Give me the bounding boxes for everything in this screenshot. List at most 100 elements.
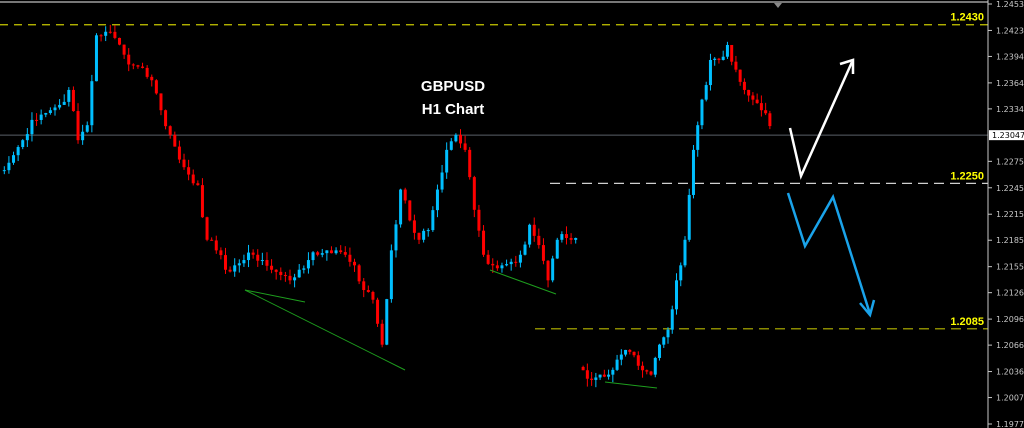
candle-bullish: [700, 99, 704, 126]
candle-bullish: [58, 104, 62, 108]
candle-bullish: [691, 149, 695, 195]
candle-bearish: [127, 54, 131, 65]
candle-bullish: [679, 265, 683, 281]
candle-bullish: [449, 141, 453, 150]
candle-bullish: [713, 58, 717, 60]
candle-bearish: [353, 261, 357, 266]
axis-tick-label: 1.22150: [996, 210, 1024, 219]
chart-subtitle: H1 Chart: [422, 101, 485, 118]
candle-bullish: [551, 258, 555, 281]
candle-bullish: [12, 155, 16, 163]
candle-bearish: [348, 254, 352, 262]
candle-bearish: [755, 99, 759, 104]
candle-bullish: [624, 349, 628, 355]
candle-bullish: [431, 210, 435, 231]
candle-bearish: [76, 111, 80, 141]
candle-bullish: [670, 309, 674, 330]
candle-bearish: [329, 250, 333, 254]
candle-bearish: [380, 323, 384, 345]
candle-bullish: [237, 263, 241, 266]
candle-bullish: [48, 110, 52, 114]
candle-bullish: [435, 189, 439, 211]
axis-tick-label: 1.24235: [996, 26, 1024, 35]
candle-bearish: [182, 159, 186, 168]
candle-bearish: [177, 146, 181, 160]
candle-bullish: [297, 269, 301, 278]
candle-bearish: [274, 269, 278, 272]
candle-bullish: [325, 250, 329, 254]
candle-bearish: [482, 230, 486, 255]
candle-bullish: [666, 329, 670, 338]
candle-bearish: [173, 134, 177, 147]
current-price-label: 1.23047: [992, 131, 1024, 140]
candle-bullish: [598, 374, 602, 378]
candle-bearish: [514, 261, 518, 263]
candle-bearish: [564, 234, 568, 239]
price-axis[interactable]: 1.24535 1.24235 1.23940 1.23640 1.23345 1.227…: [987, 0, 1024, 428]
candle-bearish: [632, 351, 636, 356]
arrow-head-icon: [839, 58, 855, 74]
candle-bearish: [214, 240, 218, 251]
chart-shift-marker[interactable]: [774, 3, 782, 8]
candle-bullish: [7, 162, 11, 171]
candle-bearish: [118, 37, 122, 45]
candle-bearish: [376, 299, 380, 324]
candle-bearish: [343, 252, 347, 255]
candle-bullish: [302, 268, 306, 270]
candle-bearish: [569, 238, 573, 240]
candle-bearish: [491, 263, 495, 266]
candle-bearish: [288, 275, 292, 281]
candle-bearish: [136, 65, 140, 67]
candle-bullish: [594, 377, 598, 380]
candle-bearish: [532, 224, 536, 236]
candle-bearish: [463, 143, 467, 150]
candle-bearish: [265, 260, 269, 266]
candle-bearish: [590, 378, 594, 380]
candle-bearish: [256, 254, 260, 261]
candle-bullish: [653, 357, 657, 375]
candle-bearish: [495, 265, 499, 269]
candle-bearish: [641, 365, 645, 371]
candle-bullish: [505, 264, 509, 266]
candle-bearish: [742, 81, 746, 90]
candle-bearish: [768, 113, 772, 127]
candle-bullish: [560, 234, 564, 240]
axis-tick-label: 1.22450: [996, 184, 1024, 193]
candle-bullish: [500, 265, 504, 269]
candle-bearish: [210, 239, 214, 241]
candle-bearish: [168, 126, 172, 135]
price-level-label: 1.2430: [950, 12, 984, 24]
candle-bullish: [704, 85, 708, 100]
candle-bearish: [730, 44, 734, 62]
candle-bearish: [357, 265, 361, 282]
candle-bearish: [468, 149, 472, 178]
axis-tick-label: 1.22750: [996, 157, 1024, 166]
candle-bearish: [486, 254, 490, 264]
chart-title: GBPUSD: [421, 78, 485, 95]
candle-bearish: [541, 245, 545, 261]
candle-bearish: [747, 89, 751, 96]
candle-bullish: [320, 253, 324, 255]
candle-bullish: [454, 134, 458, 142]
projection-up-arrow: [788, 61, 854, 180]
candle-bearish: [585, 370, 589, 379]
candle-bearish: [187, 167, 191, 175]
candle-bullish: [696, 125, 700, 150]
candle-bearish: [283, 275, 287, 277]
candle-bullish: [39, 114, 43, 120]
candle-bullish: [16, 147, 20, 156]
candle-bullish: [21, 140, 25, 148]
candle-bearish: [270, 265, 274, 270]
candle-bearish: [71, 89, 75, 112]
candle-bearish: [738, 69, 742, 82]
candle-bullish: [67, 89, 71, 102]
candle-bullish: [334, 250, 338, 254]
candle-bearish: [537, 235, 541, 246]
axis-tick-label: 1.20960: [996, 315, 1024, 324]
candle-bearish: [141, 66, 145, 68]
trendline: [604, 381, 658, 389]
candle-bearish: [645, 370, 649, 372]
candle-bullish: [675, 280, 678, 310]
candle-bullish: [426, 230, 430, 232]
candle-bearish: [223, 255, 227, 270]
